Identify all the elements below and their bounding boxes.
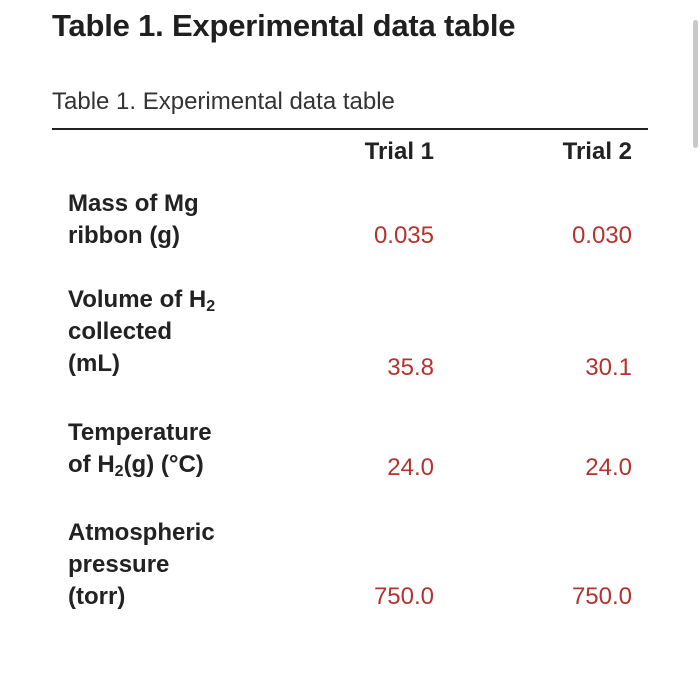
vertical-scrollbar[interactable]: [693, 20, 698, 148]
row-label-mass: Mass of Mg ribbon (g): [68, 188, 199, 252]
label-text: (g) (°C): [123, 451, 204, 478]
row-label-line: Mass of Mg: [68, 190, 199, 217]
row-label-temperature: Temperature of H2(g) (°C): [68, 417, 212, 481]
page-heading: Table 1. Experimental data table: [52, 8, 516, 43]
row-label-pressure: Atmospheric pressure (torr): [68, 517, 215, 613]
row-label-line: (torr): [68, 583, 126, 610]
subscript: 2: [206, 298, 216, 315]
row-label-line: (mL): [68, 350, 120, 377]
label-text: of H: [68, 451, 115, 478]
table-top-rule: [52, 128, 648, 130]
label-text: Volume of H: [68, 286, 207, 313]
column-header-trial-1: Trial 1: [364, 138, 434, 165]
row-label-line: Temperature: [68, 419, 212, 446]
cell-mass-trial-1: 0.035: [373, 222, 434, 249]
cell-volume-trial-2: 30.1: [585, 354, 632, 381]
row-label-line: pressure: [68, 551, 170, 578]
row-label-line: Atmospheric: [68, 519, 215, 546]
row-label-line: of H2(g) (°C): [68, 449, 212, 481]
cell-temperature-trial-2: 24.0: [585, 454, 632, 481]
cell-volume-trial-1: 35.8: [387, 354, 434, 381]
cell-pressure-trial-2: 750.0: [571, 583, 632, 610]
cell-temperature-trial-1: 24.0: [387, 454, 434, 481]
row-label-volume: Volume of H2 collected (mL): [68, 284, 215, 380]
table-caption: Table 1. Experimental data table: [52, 88, 395, 115]
cell-mass-trial-2: 0.030: [571, 222, 632, 249]
subscript: 2: [114, 463, 124, 480]
cell-pressure-trial-1: 750.0: [373, 583, 434, 610]
row-label-line: Volume of H2: [68, 284, 215, 316]
column-header-trial-2: Trial 2: [562, 138, 632, 165]
row-label-line: collected: [68, 318, 173, 345]
row-label-line: ribbon (g): [68, 222, 180, 249]
